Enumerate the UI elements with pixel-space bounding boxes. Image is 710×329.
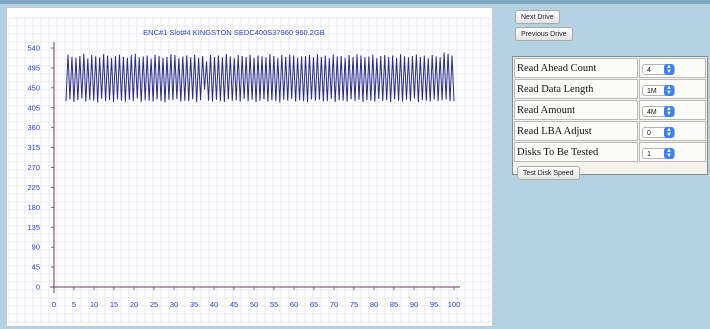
series-line <box>65 52 455 103</box>
previous-drive-button[interactable]: Previous Drive <box>515 27 573 41</box>
next-drive-button[interactable]: Next Drive <box>515 10 560 24</box>
y-tick-label: 45 <box>32 263 40 272</box>
y-tick-label: 270 <box>27 163 40 172</box>
x-tick-label: 50 <box>250 300 258 309</box>
x-tick-label: 55 <box>270 300 278 309</box>
setting-row-read-ahead-count: Read Ahead Count 4 ▲ ▼ <box>514 58 706 78</box>
select-arrows-icon: ▲ ▼ <box>664 127 674 138</box>
y-tick-label: 0 <box>36 283 40 292</box>
window-top-bar <box>0 0 710 4</box>
setting-row-disks-to-be-tested: Disks To Be Tested 1 ▲ ▼ <box>514 142 706 162</box>
setting-row-read-lba-adjust: Read LBA Adjust 0 ▲ ▼ <box>514 121 706 141</box>
x-tick-label: 15 <box>110 300 118 309</box>
x-tick-label: 95 <box>430 300 438 309</box>
read-data-length-select[interactable]: 1M ▲ ▼ <box>642 85 675 96</box>
select-arrows-icon: ▲ ▼ <box>664 85 674 96</box>
x-tick-label: 35 <box>190 300 198 309</box>
select-arrows-icon: ▲ ▼ <box>664 148 674 159</box>
test-disk-speed-button[interactable]: Test Disk Speed <box>517 166 580 180</box>
y-tick-label: 225 <box>27 183 40 192</box>
x-tick-label: 65 <box>310 300 318 309</box>
x-tick-label: 20 <box>130 300 138 309</box>
x-tick-label: 40 <box>210 300 218 309</box>
x-tick-label: 60 <box>290 300 298 309</box>
y-tick-label: 90 <box>32 243 40 252</box>
x-tick-label: 30 <box>170 300 178 309</box>
setting-label: Read Ahead Count <box>514 58 638 78</box>
setting-row-read-data-length: Read Data Length 1M ▲ ▼ <box>514 79 706 99</box>
y-tick-label: 495 <box>27 63 40 72</box>
settings-table: Read Ahead Count 4 ▲ ▼ Read Data Length 1M… <box>513 57 707 163</box>
setting-label: Read Data Length <box>514 79 638 99</box>
y-tick-label: 450 <box>27 83 40 92</box>
read-lba-adjust-select[interactable]: 0 ▲ ▼ <box>642 127 675 138</box>
x-tick-label: 25 <box>150 300 158 309</box>
y-tick-label: 540 <box>27 44 40 53</box>
x-tick-label: 75 <box>350 300 358 309</box>
x-tick-label: 85 <box>390 300 398 309</box>
x-tick-label: 80 <box>370 300 378 309</box>
x-tick-label: 90 <box>410 300 418 309</box>
x-tick-label: 5 <box>72 300 76 309</box>
chart-title: ENC#1 Slot#4 KINGSTON SEDC400S37960 960.… <box>143 28 325 37</box>
x-tick-label: 100 <box>448 300 461 309</box>
select-arrows-icon: ▲ ▼ <box>664 64 674 75</box>
chart-canvas: ENC#1 Slot#4 KINGSTON SEDC400S37960 960.… <box>8 17 490 323</box>
setting-label: Disks To Be Tested <box>514 142 638 162</box>
read-ahead-count-select[interactable]: 4 ▲ ▼ <box>642 64 675 75</box>
settings-panel: Read Ahead Count 4 ▲ ▼ Read Data Length 1M… <box>512 56 708 180</box>
y-tick-label: 405 <box>27 103 40 112</box>
setting-label: Read Amount <box>514 100 638 120</box>
disks-to-be-tested-select[interactable]: 1 ▲ ▼ <box>642 148 675 159</box>
x-tick-label: 10 <box>90 300 98 309</box>
select-arrows-icon: ▲ ▼ <box>664 106 674 117</box>
y-tick-label: 360 <box>27 123 40 132</box>
setting-label: Read LBA Adjust <box>514 121 638 141</box>
x-tick-label: 45 <box>230 300 238 309</box>
x-tick-label: 0 <box>52 300 56 309</box>
y-tick-label: 315 <box>27 143 40 152</box>
x-tick-label: 70 <box>330 300 338 309</box>
read-amount-select[interactable]: 4M ▲ ▼ <box>642 106 675 117</box>
test-button-row: Test Disk Speed <box>513 163 707 183</box>
y-tick-label: 135 <box>27 223 40 232</box>
y-tick-label: 180 <box>27 203 40 212</box>
setting-row-read-amount: Read Amount 4M ▲ ▼ <box>514 100 706 120</box>
disk-speed-chart: ENC#1 Slot#4 KINGSTON SEDC400S37960 960.… <box>6 7 493 327</box>
